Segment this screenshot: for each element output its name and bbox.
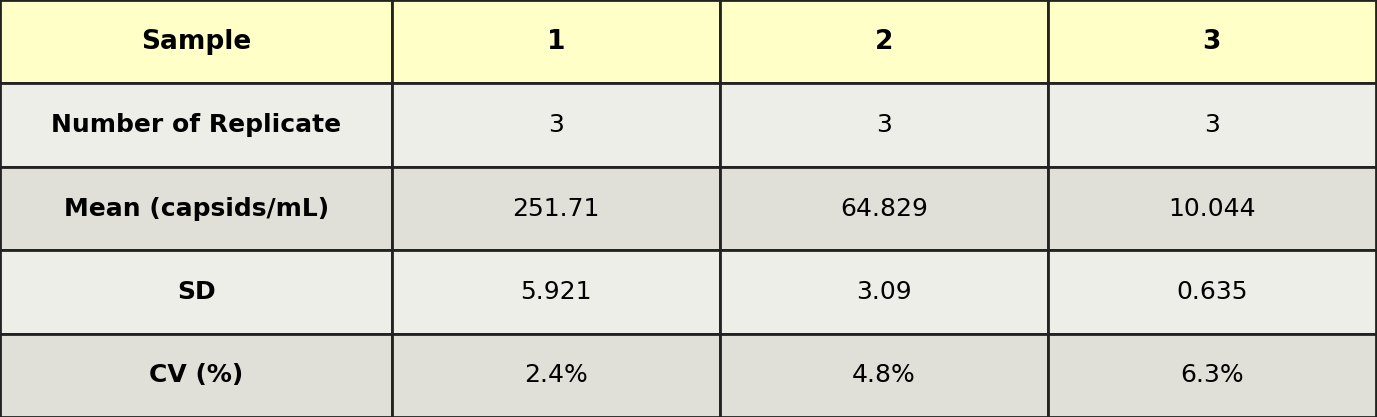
Bar bbox=[720, 250, 1048, 334]
Text: 64.829: 64.829 bbox=[840, 196, 928, 221]
Bar bbox=[392, 83, 720, 167]
Text: 0.635: 0.635 bbox=[1176, 280, 1248, 304]
Bar bbox=[0, 0, 392, 83]
Text: Mean (capsids/mL): Mean (capsids/mL) bbox=[63, 196, 329, 221]
Bar bbox=[1048, 0, 1376, 83]
Bar bbox=[720, 167, 1048, 250]
Text: 10.044: 10.044 bbox=[1168, 196, 1256, 221]
Bar bbox=[392, 250, 720, 334]
Text: 2.4%: 2.4% bbox=[525, 363, 588, 387]
Bar bbox=[392, 0, 720, 83]
Text: 2: 2 bbox=[874, 29, 894, 55]
Text: 251.71: 251.71 bbox=[512, 196, 600, 221]
Bar bbox=[0, 250, 392, 334]
Text: 4.8%: 4.8% bbox=[852, 363, 916, 387]
Text: Number of Replicate: Number of Replicate bbox=[51, 113, 341, 137]
Text: 5.921: 5.921 bbox=[521, 280, 592, 304]
Text: 3: 3 bbox=[548, 113, 565, 137]
Text: 3: 3 bbox=[1203, 113, 1220, 137]
Text: CV (%): CV (%) bbox=[149, 363, 244, 387]
Text: 3.09: 3.09 bbox=[856, 280, 912, 304]
Bar bbox=[392, 167, 720, 250]
Bar bbox=[0, 167, 392, 250]
Text: SD: SD bbox=[176, 280, 216, 304]
Bar bbox=[1048, 83, 1376, 167]
Text: 3: 3 bbox=[1202, 29, 1221, 55]
Bar bbox=[0, 334, 392, 417]
Bar bbox=[1048, 334, 1376, 417]
Bar bbox=[720, 334, 1048, 417]
Text: Sample: Sample bbox=[140, 29, 252, 55]
Bar bbox=[1048, 250, 1376, 334]
Bar bbox=[1048, 167, 1376, 250]
Text: 3: 3 bbox=[876, 113, 892, 137]
Text: 6.3%: 6.3% bbox=[1180, 363, 1243, 387]
Bar bbox=[0, 83, 392, 167]
Text: 1: 1 bbox=[547, 29, 566, 55]
Bar bbox=[720, 83, 1048, 167]
Bar bbox=[392, 334, 720, 417]
Bar bbox=[720, 0, 1048, 83]
